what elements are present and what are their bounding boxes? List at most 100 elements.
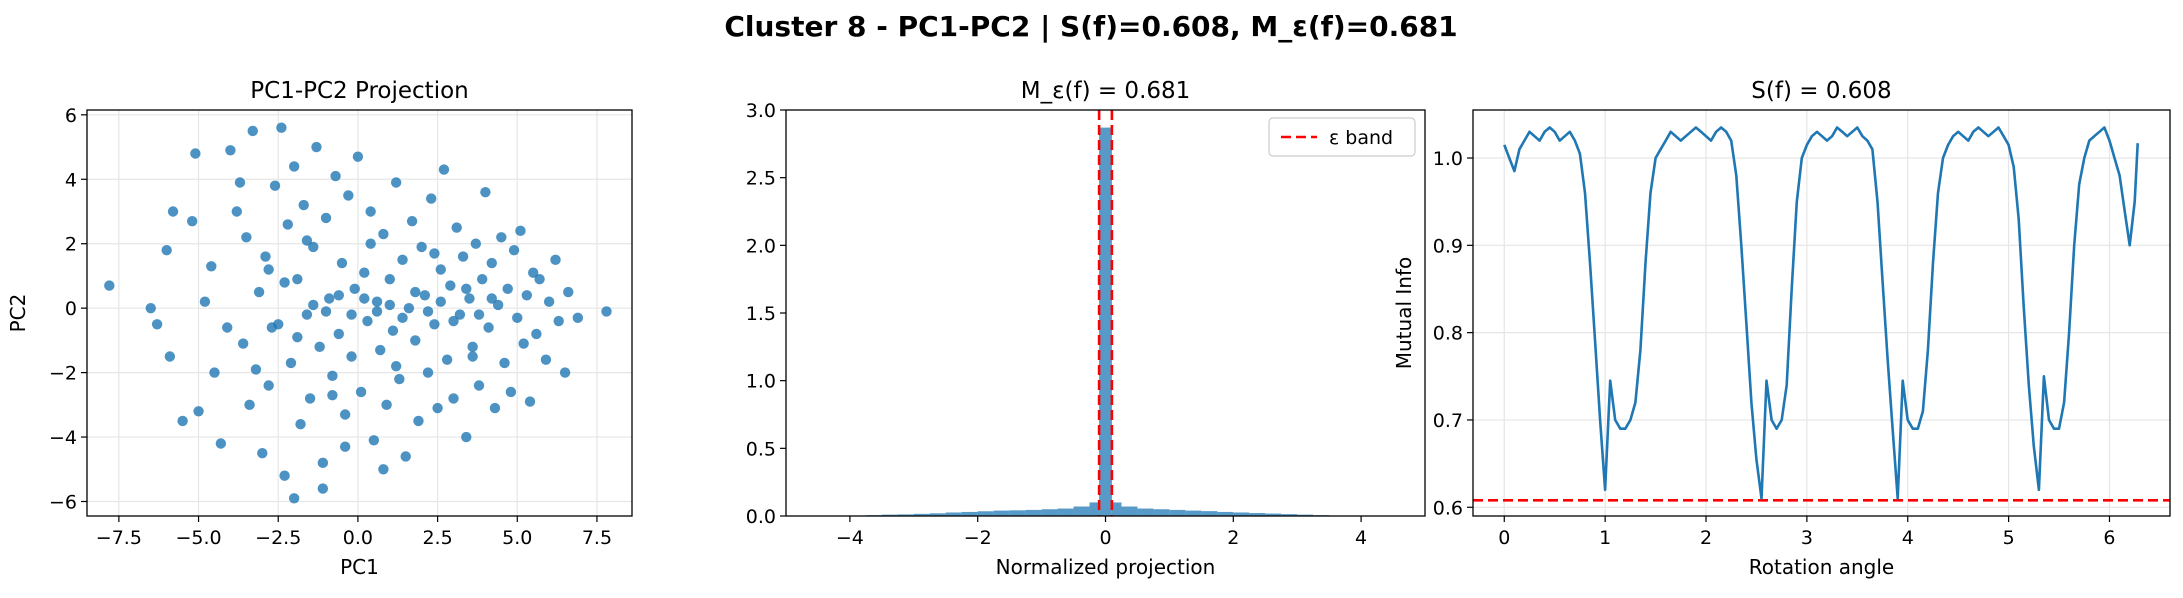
- scatter-point: [410, 287, 420, 297]
- scatter-point: [385, 300, 395, 310]
- y-tick-label: 0: [65, 298, 77, 320]
- y-tick-label: 1.0: [746, 371, 776, 393]
- scatter-point: [483, 322, 493, 332]
- histogram-bar: [1112, 502, 1122, 516]
- scatter-point: [225, 145, 235, 155]
- y-axis-label: Mutual Info: [1392, 257, 1416, 369]
- x-tick-label: 5: [2003, 527, 2015, 549]
- x-axis-label: Normalized projection: [996, 555, 1216, 579]
- y-tick-label: 0.6: [1433, 497, 1463, 519]
- scatter-point: [429, 248, 439, 258]
- histogram-bar: [1137, 509, 1153, 516]
- scatter-point: [267, 322, 277, 332]
- scatter-point: [436, 264, 446, 274]
- axes-title: S(f) = 0.608: [1751, 78, 1891, 104]
- x-tick-label: 2: [1227, 527, 1239, 549]
- x-tick-label: 7.5: [582, 527, 612, 549]
- scatter-point: [353, 152, 363, 162]
- scatter-point: [235, 177, 245, 187]
- scatter-point: [397, 255, 407, 265]
- scatter-point: [461, 432, 471, 442]
- y-tick-label: −2: [49, 363, 77, 385]
- scatter-point: [601, 306, 611, 316]
- axes-title: PC1-PC2 Projection: [250, 78, 468, 104]
- x-tick-label: −5.0: [175, 527, 221, 549]
- scatter-point: [458, 251, 468, 261]
- scatter-point: [560, 367, 570, 377]
- scatter-point: [512, 313, 522, 323]
- scatter-point: [372, 306, 382, 316]
- y-tick-label: 3.0: [746, 100, 776, 122]
- scatter-point: [248, 126, 258, 136]
- scatter-point: [506, 387, 516, 397]
- scatter-point: [190, 148, 200, 158]
- scatter-point: [416, 242, 426, 252]
- scatter-point: [381, 400, 391, 410]
- scatter-point: [356, 387, 366, 397]
- scatter-point: [254, 287, 264, 297]
- scatter-point: [477, 274, 487, 284]
- histogram-bar: [994, 511, 1010, 516]
- y-tick-label: 2.0: [746, 235, 776, 257]
- scatter-point: [263, 380, 273, 390]
- figure-suptitle: Cluster 8 - PC1-PC2 | S(f)=0.608, M_ε(f)…: [724, 10, 1457, 43]
- scatter-point: [257, 448, 267, 458]
- scatter-point: [260, 251, 270, 261]
- y-tick-label: 6: [65, 105, 77, 127]
- scatter-point: [324, 293, 334, 303]
- y-tick-label: 0.7: [1433, 410, 1463, 432]
- scatter-point: [394, 374, 404, 384]
- scatter-point: [289, 493, 299, 503]
- histogram-bar: [1026, 510, 1042, 516]
- scatter-point: [378, 464, 388, 474]
- mutual-info-line: [1504, 128, 2137, 499]
- scatter-point: [397, 313, 407, 323]
- scatter-point: [518, 338, 528, 348]
- scatter-point: [193, 406, 203, 416]
- scatter-point: [292, 332, 302, 342]
- scatter-point: [573, 313, 583, 323]
- x-tick-label: 0: [1498, 527, 1510, 549]
- scatter-point: [401, 451, 411, 461]
- scatter-point: [314, 342, 324, 352]
- y-tick-label: 4: [65, 169, 77, 191]
- x-tick-label: −7.5: [96, 527, 142, 549]
- scatter-point: [432, 403, 442, 413]
- scatter-point: [161, 245, 171, 255]
- scatter-point: [206, 261, 216, 271]
- scatter-point: [365, 239, 375, 249]
- scatter-point: [544, 297, 554, 307]
- scatter-point: [372, 297, 382, 307]
- scatter-point: [439, 164, 449, 174]
- scatter-point: [200, 297, 210, 307]
- scatter-point: [423, 367, 433, 377]
- plot-area: [850, 110, 1329, 516]
- scatter-point: [334, 329, 344, 339]
- x-tick-label: 5.0: [502, 527, 532, 549]
- x-tick-label: −2.5: [255, 527, 301, 549]
- histogram-bar: [1121, 507, 1137, 516]
- scatter-point: [471, 239, 481, 249]
- scatter-point: [407, 216, 417, 226]
- scatter-point: [550, 255, 560, 265]
- axes-frame: [87, 110, 632, 516]
- scatter-point: [467, 351, 477, 361]
- scatter-point: [365, 206, 375, 216]
- scatter-point: [187, 216, 197, 226]
- scatter-point: [404, 303, 414, 313]
- scatter-point: [490, 403, 500, 413]
- x-tick-label: −4: [836, 527, 864, 549]
- scatter-point: [279, 277, 289, 287]
- scatter-point: [216, 438, 226, 448]
- legend: ε band: [1269, 118, 1415, 156]
- y-tick-label: 0.9: [1433, 235, 1463, 257]
- scatter-point: [452, 222, 462, 232]
- y-tick-label: 0.5: [746, 438, 776, 460]
- histogram-bar: [1010, 510, 1026, 516]
- scatter-point: [337, 258, 347, 268]
- scatter-point: [563, 287, 573, 297]
- scatter-point: [343, 190, 353, 200]
- plot-area: [1473, 128, 2170, 501]
